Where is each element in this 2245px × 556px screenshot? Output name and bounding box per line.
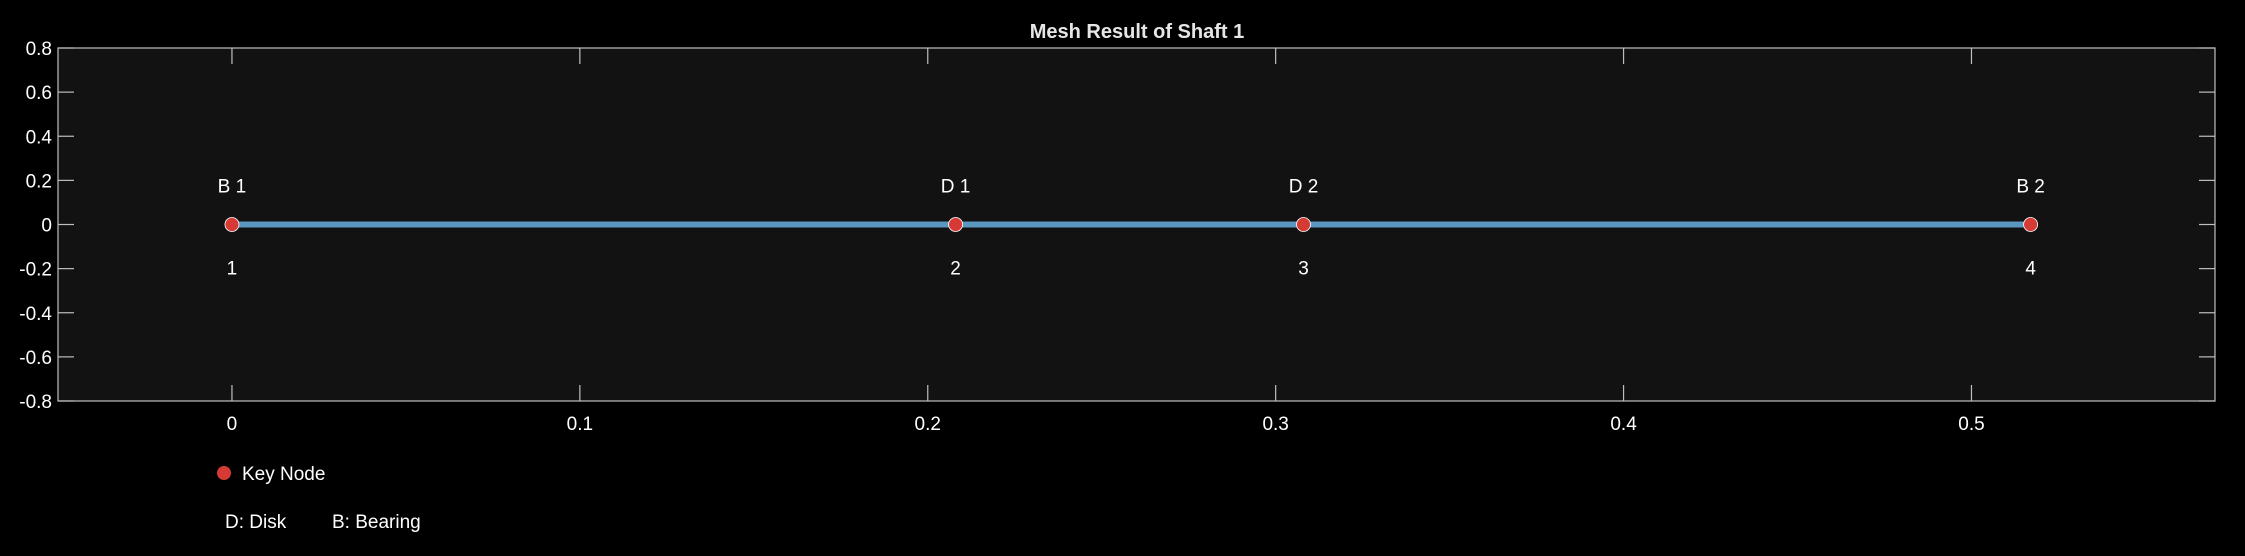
x-tick-label: 0.5: [1958, 414, 1984, 435]
key-node-marker: [224, 217, 240, 232]
legend-note-disk: D: Disk: [225, 512, 287, 533]
node-number-label: 4: [2025, 259, 2036, 280]
y-tick-label: -0.4: [19, 304, 52, 325]
legend-note-bearing: B: Bearing: [332, 512, 421, 533]
node-number-label: 2: [950, 259, 961, 280]
y-tick-label: 0.4: [26, 127, 53, 148]
y-tick-label: 0.2: [26, 171, 52, 192]
y-tick-label: 0.6: [26, 83, 52, 104]
y-tick-label: -0.2: [19, 260, 52, 281]
node-element-label: D 2: [1289, 177, 1319, 198]
x-tick-label: 0: [227, 414, 238, 435]
key-node-marker: [2023, 217, 2039, 232]
x-tick-label: 0.1: [567, 414, 593, 435]
node-element-label: D 1: [941, 177, 971, 198]
y-tick-label: 0: [41, 216, 52, 237]
y-tick-label: -0.6: [19, 348, 52, 369]
node-element-label: B 2: [2016, 177, 2045, 198]
legend-key-node-marker: [217, 466, 231, 480]
x-tick-label: 0.3: [1262, 414, 1288, 435]
x-axis: 0 0.1 0.2 0.3 0.4 0.5: [227, 48, 1985, 435]
x-tick-label: 0.4: [1610, 414, 1637, 435]
legend: Key Node D: Disk B: Bearing: [217, 464, 421, 533]
node-number-label: 1: [227, 259, 238, 280]
shaft-series: B 1 1 D 1 2 D 2 3 B 2 4: [218, 177, 2045, 280]
node-element-label: B 1: [218, 177, 247, 198]
node-number-label: 3: [1298, 259, 1309, 280]
legend-key-node-label: Key Node: [242, 464, 325, 485]
chart-title: Mesh Result of Shaft 1: [1030, 21, 1244, 43]
y-tick-label: 0.8: [26, 39, 52, 60]
y-tick-label: -0.8: [19, 392, 52, 413]
key-node-marker: [1296, 217, 1311, 232]
y-axis: 0.8 0.6 0.4 0.2 0 -0.2 -0.4 -0.6 -0.8: [19, 39, 2215, 413]
x-tick-label: 0.2: [915, 414, 941, 435]
key-node-marker: [948, 217, 963, 232]
